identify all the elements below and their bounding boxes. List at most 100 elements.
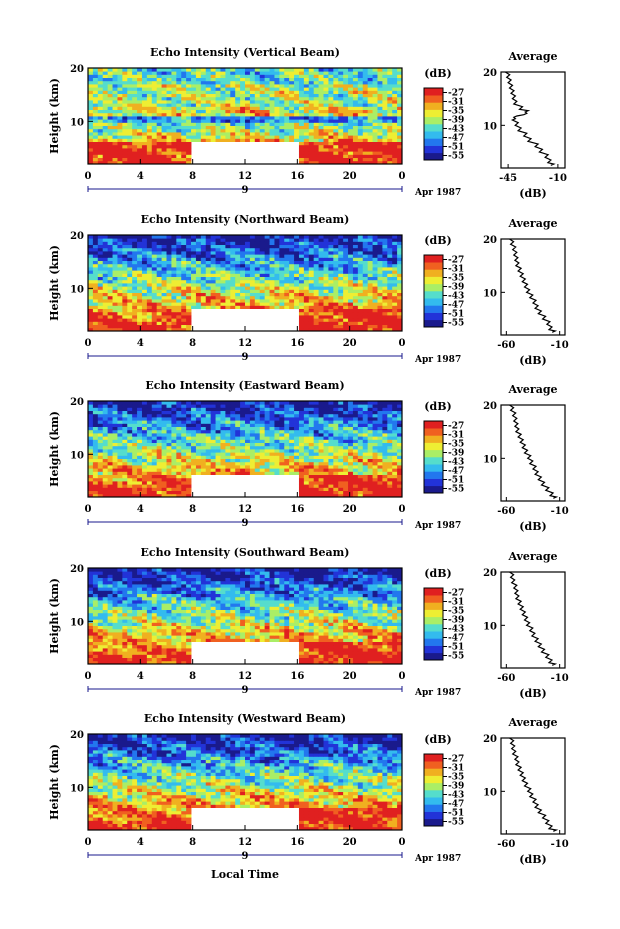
heatmap-cell xyxy=(107,490,113,495)
heatmap-cell xyxy=(348,154,354,158)
heatmap-cell xyxy=(200,302,207,306)
heatmap-cell xyxy=(333,151,339,155)
heatmap-cell xyxy=(141,429,148,434)
heatmap-cell xyxy=(362,305,369,309)
heatmap-cell xyxy=(245,135,251,139)
heatmap-cell xyxy=(200,289,207,293)
heatmap-cell xyxy=(289,244,295,249)
heatmap-cell xyxy=(333,445,339,450)
heatmap-cell xyxy=(151,116,158,120)
heatmap-cell xyxy=(220,257,226,261)
heatmap-cell xyxy=(303,151,310,155)
heatmap-cell xyxy=(132,474,138,479)
heatmap-cell xyxy=(141,141,148,146)
heatmap-cell xyxy=(313,144,319,149)
heatmap-cell xyxy=(298,247,305,252)
heatmap-cell xyxy=(259,109,266,114)
heatmap-cell xyxy=(210,299,216,303)
heatmap-cell xyxy=(191,302,197,306)
heatmap-cell xyxy=(117,151,123,155)
heatmap-cell xyxy=(112,132,118,136)
heatmap-cell xyxy=(333,311,339,316)
heatmap-cell xyxy=(225,238,231,242)
heatmap-cell xyxy=(210,267,216,271)
heatmap-cell xyxy=(122,311,128,316)
heatmap-cell xyxy=(392,292,398,297)
x-tick-label: 4 xyxy=(137,171,144,182)
heatmap-cell xyxy=(127,128,133,133)
heatmap-cell xyxy=(298,279,305,284)
heatmap-cell xyxy=(382,283,388,287)
heatmap-cell xyxy=(362,452,369,456)
heatmap-cell xyxy=(392,433,398,437)
heatmap-cell xyxy=(151,80,158,85)
heatmap-cell xyxy=(200,125,207,130)
heatmap-cell xyxy=(377,68,383,72)
heatmap-cell xyxy=(215,445,221,450)
heatmap-cell xyxy=(245,235,251,239)
heatmap-cell xyxy=(269,109,275,114)
heatmap-cell xyxy=(171,112,177,117)
heatmap-cell xyxy=(107,283,113,287)
heatmap-cell xyxy=(205,257,212,261)
heatmap-cell xyxy=(92,263,99,268)
heatmap-cell xyxy=(127,235,133,239)
heatmap-cell xyxy=(362,247,369,252)
heatmap-cell xyxy=(122,119,128,123)
heatmap-cell xyxy=(313,251,319,255)
heatmap-cell xyxy=(97,267,104,271)
heatmap-cell xyxy=(318,477,324,482)
heatmap-cell xyxy=(279,90,285,94)
heatmap-cell xyxy=(338,87,344,91)
heatmap-cell xyxy=(112,276,118,281)
heatmap-cell xyxy=(352,461,359,466)
heatmap-cell xyxy=(117,160,123,165)
heatmap-cell xyxy=(195,445,202,450)
heatmap-cell xyxy=(303,90,310,94)
heatmap-cell xyxy=(328,157,334,162)
heatmap-cell xyxy=(141,490,148,495)
heatmap-cell xyxy=(362,311,369,316)
heatmap-cell xyxy=(215,112,221,117)
heatmap-cell xyxy=(264,128,270,133)
heatmap-cell xyxy=(362,289,369,293)
heatmap-cell xyxy=(338,267,344,271)
heatmap-cell xyxy=(264,100,270,104)
heatmap-cell xyxy=(357,138,364,142)
heatmap-cell xyxy=(171,455,177,459)
heatmap-cell xyxy=(298,311,305,316)
heatmap-cell xyxy=(348,77,354,82)
heatmap-cell xyxy=(377,103,383,107)
heatmap-cell xyxy=(377,80,383,85)
heatmap-cell xyxy=(352,109,359,114)
heatmap-cell xyxy=(313,493,319,498)
heatmap-cell xyxy=(264,80,270,85)
heatmap-cell xyxy=(357,273,364,277)
heatmap-cell xyxy=(343,116,349,120)
heatmap-cell xyxy=(171,144,177,149)
heatmap-cell xyxy=(274,103,280,107)
heatmap-cell xyxy=(166,468,172,472)
heatmap-cell xyxy=(181,474,187,479)
heatmap-cell xyxy=(338,458,344,463)
heatmap-cell xyxy=(284,439,290,443)
heatmap-cell xyxy=(387,474,393,479)
heatmap-cell xyxy=(308,260,315,265)
heatmap-cell xyxy=(328,455,334,459)
heatmap-cell xyxy=(254,305,261,309)
heatmap-cell xyxy=(284,74,290,78)
heatmap-cell xyxy=(161,132,167,136)
heatmap-cell xyxy=(127,132,133,136)
heatmap-cell xyxy=(102,267,109,271)
heatmap-cell xyxy=(107,257,113,261)
heatmap-cell xyxy=(200,429,207,434)
heatmap-cell xyxy=(156,471,162,475)
heatmap-cell xyxy=(191,449,197,453)
heatmap-cell xyxy=(298,452,305,456)
heatmap-cell xyxy=(210,100,216,104)
heatmap-cell xyxy=(372,90,378,94)
heatmap-cell xyxy=(313,442,319,447)
heatmap-cell xyxy=(318,433,324,437)
heatmap-cell xyxy=(343,305,349,309)
heatmap-cell xyxy=(245,106,251,110)
